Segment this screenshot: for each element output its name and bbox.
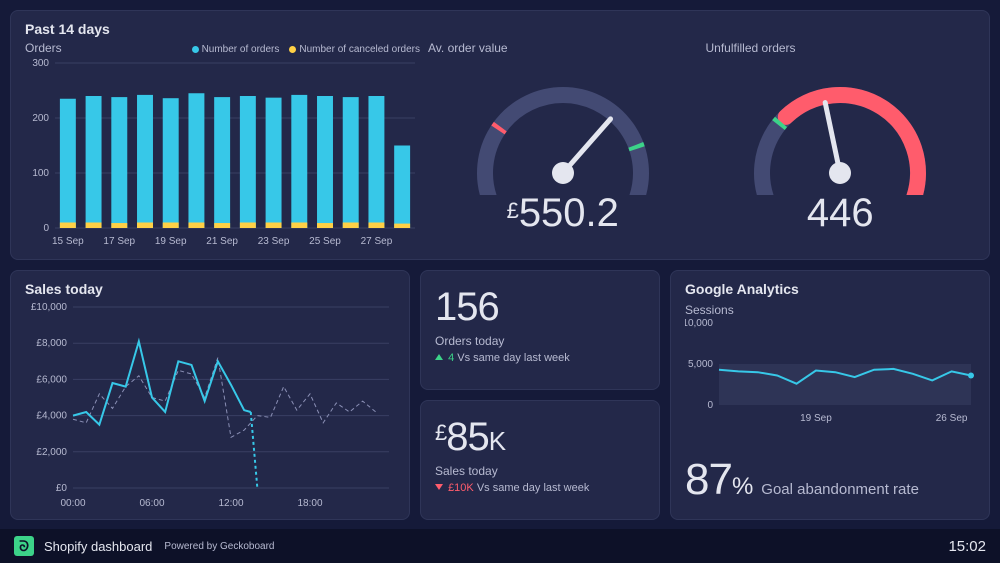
svg-text:0: 0	[707, 400, 713, 411]
geckoboard-logo-icon: ᘐ	[14, 536, 34, 556]
svg-text:26 Sep: 26 Sep	[936, 413, 968, 424]
arrow-up-icon	[435, 354, 443, 360]
past-14-days-card: Past 14 days Orders Number of ordersNumb…	[10, 10, 990, 260]
svg-text:17 Sep: 17 Sep	[103, 236, 135, 247]
svg-text:19 Sep: 19 Sep	[155, 236, 187, 247]
sales-today-kpi-label: Sales today	[435, 464, 645, 478]
svg-text:27 Sep: 27 Sep	[361, 236, 393, 247]
sales-today-card: Sales today £0 £2,000 £4,000 £6,000 £8,000 £1…	[10, 270, 410, 520]
ga-sessions-chart-svg: 0 5,000 10,000 19 Sep 26 Sep	[685, 317, 977, 427]
sales-today-chart-svg: £0 £2,000 £4,000 £6,000 £8,000 £10,000 00:00 06…	[25, 297, 397, 512]
svg-text:06:00: 06:00	[139, 498, 164, 509]
sales-today-kpi-card: £85K Sales today £10K Vs same day last w…	[420, 400, 660, 520]
svg-text:00:00: 00:00	[60, 498, 85, 509]
average-order-value-gauge: Av. order value £0£800 £550.2	[428, 37, 698, 260]
aov-title: Av. order value	[428, 41, 508, 55]
sales-today-value: £85K	[435, 415, 645, 460]
orders-today-delta: 4 Vs same day last week	[435, 352, 645, 364]
svg-text:5,000: 5,000	[688, 359, 713, 370]
svg-text:21 Sep: 21 Sep	[206, 236, 238, 247]
svg-text:£2,000: £2,000	[36, 447, 67, 458]
svg-text:£6,000: £6,000	[36, 374, 67, 385]
orders-bar-chart: Orders Number of ordersNumber of cancele…	[25, 37, 420, 260]
unfulfilled-title: Unfulfilled orders	[706, 41, 796, 55]
svg-text:15 Sep: 15 Sep	[52, 236, 84, 247]
svg-text:£10,000: £10,000	[31, 302, 68, 313]
aov-gauge-svg: £0£800	[433, 55, 693, 195]
svg-text:25 Sep: 25 Sep	[309, 236, 341, 247]
footer-bar: ᘐ Shopify dashboard Powered by Geckoboar…	[0, 529, 1000, 563]
sales-today-delta: £10K Vs same day last week	[435, 482, 645, 494]
past-14-days-title: Past 14 days	[25, 21, 975, 37]
google-analytics-card: Google Analytics Sessions 0 5,000 10,000 19…	[670, 270, 990, 520]
orders-today-label: Orders today	[435, 334, 645, 348]
svg-text:200: 200	[32, 113, 49, 124]
goal-abandonment: 87 % Goal abandonment rate	[685, 455, 919, 505]
svg-text:£4,000: £4,000	[36, 411, 67, 422]
footer-title: Shopify dashboard	[44, 539, 152, 554]
ga-title: Google Analytics	[685, 281, 975, 297]
svg-text:£8,000: £8,000	[36, 338, 67, 349]
orders-today-card: 156 Orders today 4 Vs same day last week	[420, 270, 660, 390]
svg-text:£0: £0	[56, 483, 68, 494]
orders-chart-title: Orders	[25, 41, 62, 55]
sales-today-title: Sales today	[25, 281, 395, 297]
footer-clock: 15:02	[948, 538, 986, 555]
svg-text:12:00: 12:00	[218, 498, 243, 509]
svg-text:19 Sep: 19 Sep	[800, 413, 832, 424]
unfulfilled-orders-gauge: Unfulfilled orders 01,000 446	[706, 37, 976, 260]
svg-text:18:00: 18:00	[297, 498, 322, 509]
svg-text:300: 300	[32, 58, 49, 69]
svg-text:100: 100	[32, 168, 49, 179]
svg-text:23 Sep: 23 Sep	[258, 236, 290, 247]
orders-today-value: 156	[435, 285, 645, 330]
unfulfilled-value: 446	[807, 191, 874, 236]
unfulfilled-gauge-svg: 01,000	[710, 55, 970, 195]
ga-sessions-label: Sessions	[685, 303, 975, 317]
orders-bar-chart-svg: 0 100 200 300 15 Sep 17 Sep 19 Sep 21 Sep 23 Sep…	[25, 55, 420, 250]
arrow-down-icon	[435, 484, 443, 490]
footer-powered: Powered by Geckoboard	[164, 541, 274, 552]
svg-text:10,000: 10,000	[685, 318, 713, 329]
svg-text:0: 0	[43, 223, 49, 234]
orders-legend: Number of ordersNumber of canceled order…	[182, 44, 420, 55]
aov-value: £550.2	[507, 191, 619, 236]
